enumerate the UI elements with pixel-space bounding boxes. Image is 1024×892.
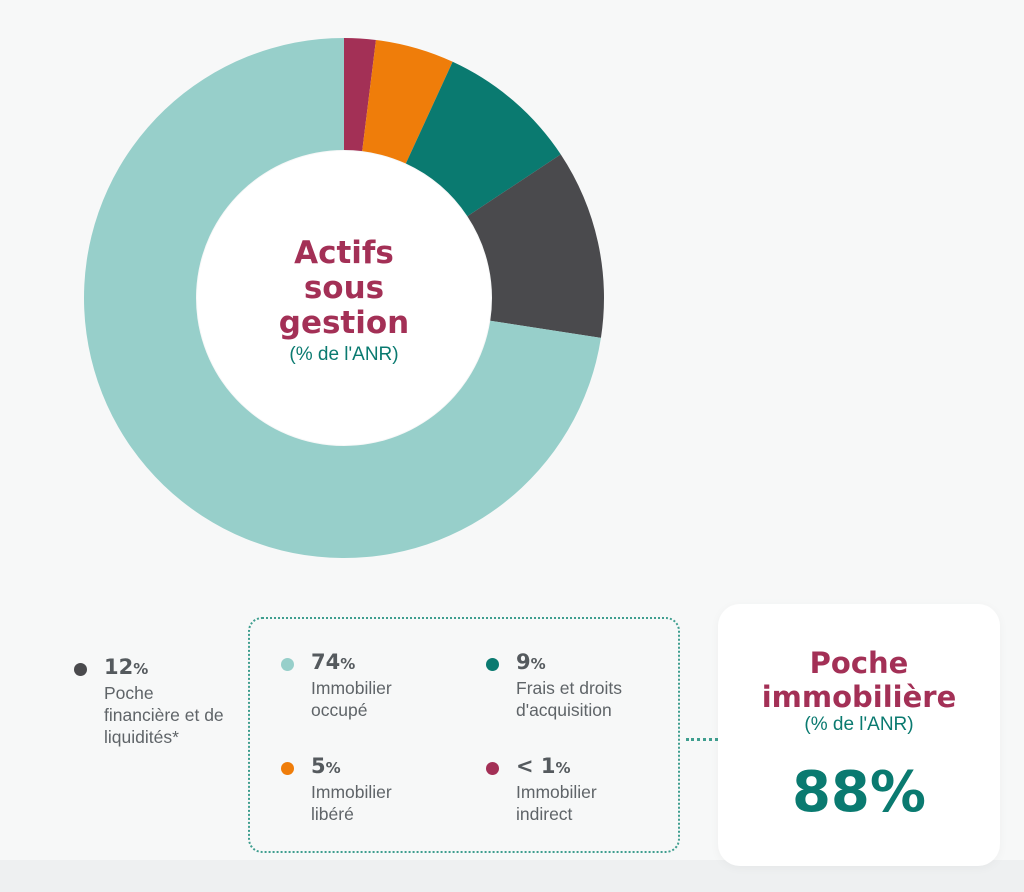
legend-dot (281, 658, 294, 671)
donut-slice-2 (405, 61, 561, 217)
chart-title: Actifs sous gestion (224, 236, 464, 341)
card-title-line-2: immobilière (761, 680, 957, 714)
legend-label: Immobilier libéré (311, 782, 392, 824)
chart-title-line-2: sous (303, 270, 385, 306)
card-title-line-1: Poche (809, 646, 909, 680)
legend-dot (74, 663, 87, 676)
chart-title-line-1: Actifs (294, 235, 394, 271)
legend-label: Immobilier indirect (516, 782, 597, 824)
legend-dot (486, 658, 499, 671)
card-title: Poche immobilière (718, 646, 1000, 714)
donut-slice-1 (362, 39, 453, 164)
legend-label: Poche financière et de liquidités* (104, 683, 224, 747)
legend-value: 12% (104, 655, 149, 679)
legend-value: 9% (516, 650, 546, 674)
legend-label: Frais et droits d'acquisition (516, 678, 622, 720)
real-estate-legend-box (248, 617, 680, 853)
legend-value: 74% (311, 650, 356, 674)
donut-slice-3 (467, 154, 604, 338)
real-estate-summary-card: Poche immobilière (% de l'ANR) 88% (718, 604, 1000, 866)
legend-label: Immobilier occupé (311, 678, 392, 720)
legend-value: 5% (311, 754, 341, 778)
chart-title-line-3: gestion (278, 305, 410, 341)
card-subtitle: (% de l'ANR) (804, 714, 914, 735)
chart-subtitle: (% de l'ANR) (289, 344, 399, 365)
card-value: 88% (791, 760, 927, 825)
legend-dot (486, 762, 499, 775)
donut-chart (83, 37, 604, 558)
donut-hole (197, 151, 491, 445)
legend-value: < 1% (516, 754, 571, 778)
legend-dot (281, 762, 294, 775)
dotted-connector (686, 738, 718, 741)
donut-slice-4 (83, 37, 601, 558)
donut-slice-0 (344, 38, 376, 152)
